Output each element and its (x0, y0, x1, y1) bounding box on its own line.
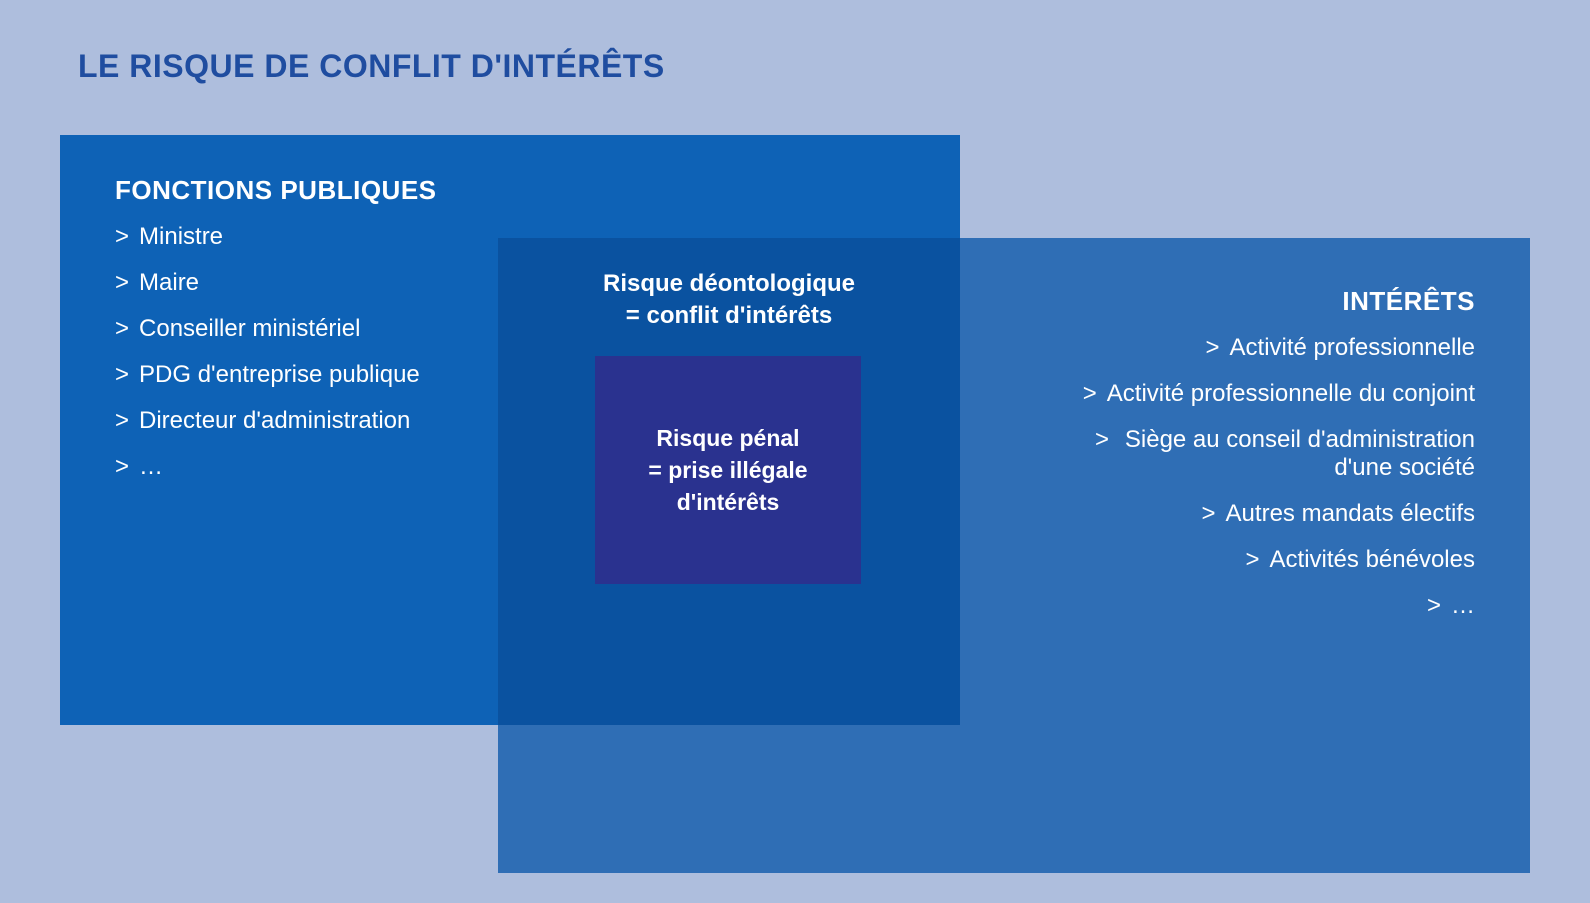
left-panel-heading: FONCTIONS PUBLIQUES (115, 175, 437, 206)
list-item-label: Directeur d'administration (139, 407, 410, 435)
list-item-label: Activité professionnelle du conjoint (1107, 380, 1475, 408)
list-item: > Siège au conseil d'administration d'une… (1055, 426, 1475, 482)
list-item-label: … (139, 453, 163, 481)
list-item: > Activité professionnelle (1055, 334, 1475, 362)
penal-box-line1: Risque pénal (656, 422, 799, 454)
chevron-icon: > (1083, 380, 1097, 408)
list-item-label: … (1451, 592, 1475, 620)
chevron-icon: > (1427, 592, 1441, 620)
chevron-icon: > (115, 223, 129, 251)
list-item: > Autres mandats électifs (1055, 500, 1475, 528)
diagram-canvas: LE RISQUE DE CONFLIT D'INTÉRÊTS FONCTION… (0, 0, 1590, 903)
penal-box-line3: d'intérêts (677, 486, 780, 518)
chevron-icon: > (115, 407, 129, 435)
list-item: > Directeur d'administration (115, 407, 420, 435)
chevron-icon: > (1202, 500, 1216, 528)
list-item-label: PDG d'entreprise publique (139, 361, 420, 389)
chevron-icon: > (115, 269, 129, 297)
overlap-label-line1: Risque déontologique (529, 268, 929, 300)
list-item: >… (1055, 592, 1475, 620)
list-item-label: Maire (139, 269, 199, 297)
chevron-icon: > (115, 315, 129, 343)
chevron-icon: > (1095, 426, 1109, 454)
list-item-label: Autres mandats électifs (1226, 500, 1475, 528)
list-item-label: Ministre (139, 223, 223, 251)
penal-box: Risque pénal = prise illégale d'intérêts (595, 356, 861, 584)
chevron-icon: > (115, 361, 129, 389)
list-item: > Activité professionnelle du conjoint (1055, 380, 1475, 408)
left-panel-list: > Ministre > Maire > Conseiller ministériel > P… (115, 223, 420, 499)
chevron-icon: > (1206, 334, 1220, 362)
page-title: LE RISQUE DE CONFLIT D'INTÉRÊTS (78, 48, 665, 85)
overlap-label-line2: = conflit d'intérêts (529, 300, 929, 332)
chevron-icon: > (115, 453, 129, 481)
right-panel-heading: INTÉRÊTS (1342, 286, 1475, 317)
list-item-label: Activité professionnelle (1230, 334, 1475, 362)
list-item: > Maire (115, 269, 420, 297)
right-panel-list: > Activité professionnelle > Activité profe… (1055, 334, 1475, 638)
list-item-label: Conseiller ministériel (139, 315, 360, 343)
list-item-label: Siège au conseil d'administration d'une … (1119, 426, 1475, 482)
list-item: > Ministre (115, 223, 420, 251)
list-item: >… (115, 453, 420, 481)
list-item-label: Activités bénévoles (1270, 546, 1475, 574)
list-item: > Conseiller ministériel (115, 315, 420, 343)
penal-box-line2: = prise illégale (648, 454, 807, 486)
list-item: > PDG d'entreprise publique (115, 361, 420, 389)
list-item: > Activités bénévoles (1055, 546, 1475, 574)
chevron-icon: > (1246, 546, 1260, 574)
overlap-label-deontologique: Risque déontologique = conflit d'intérêt… (529, 268, 929, 333)
